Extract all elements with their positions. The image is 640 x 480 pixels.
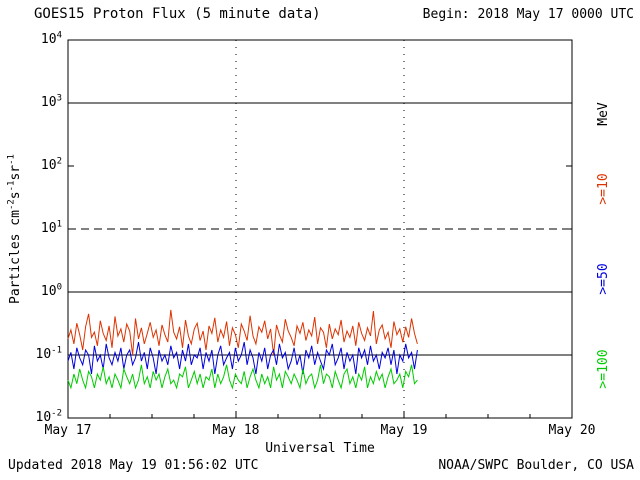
series-lines-group <box>67 309 418 390</box>
y-tick-label: 10-1 <box>35 345 63 362</box>
y-tick-label: 102 <box>40 156 62 173</box>
begin-timestamp: Begin: 2018 May 17 0000 UTC <box>422 7 634 22</box>
x-tick-label: May 18 <box>212 423 260 438</box>
series-line--50-mev <box>67 341 418 375</box>
plot-title: GOES15 Proton Flux (5 minute data) <box>34 6 321 22</box>
updated-timestamp: Updated 2018 May 19 01:56:02 UTC <box>8 458 259 473</box>
y-tick-label: 104 <box>40 30 62 47</box>
y-tick-label: 100 <box>40 282 62 299</box>
x-axis-title: Universal Time <box>265 441 375 456</box>
x-tick-label: May 20 <box>548 423 596 438</box>
series-line--100-mev <box>67 364 418 390</box>
series-line--10-mev <box>67 309 418 356</box>
y-tick-label: 10-2 <box>35 408 63 425</box>
y-tick-label: 101 <box>40 219 62 236</box>
reference-lines-group <box>68 102 572 356</box>
series-label-ge100: >=100 <box>596 349 611 389</box>
x-tick-label: May 19 <box>380 423 428 438</box>
plot-frame <box>67 39 573 419</box>
y-axis-title: Particles cm-2s-1sr-1 <box>6 154 23 304</box>
x-tick-label: May 17 <box>44 423 92 438</box>
data-source-label: NOAA/SWPC Boulder, CO USA <box>438 458 634 473</box>
y-tick-label: 103 <box>40 93 62 110</box>
